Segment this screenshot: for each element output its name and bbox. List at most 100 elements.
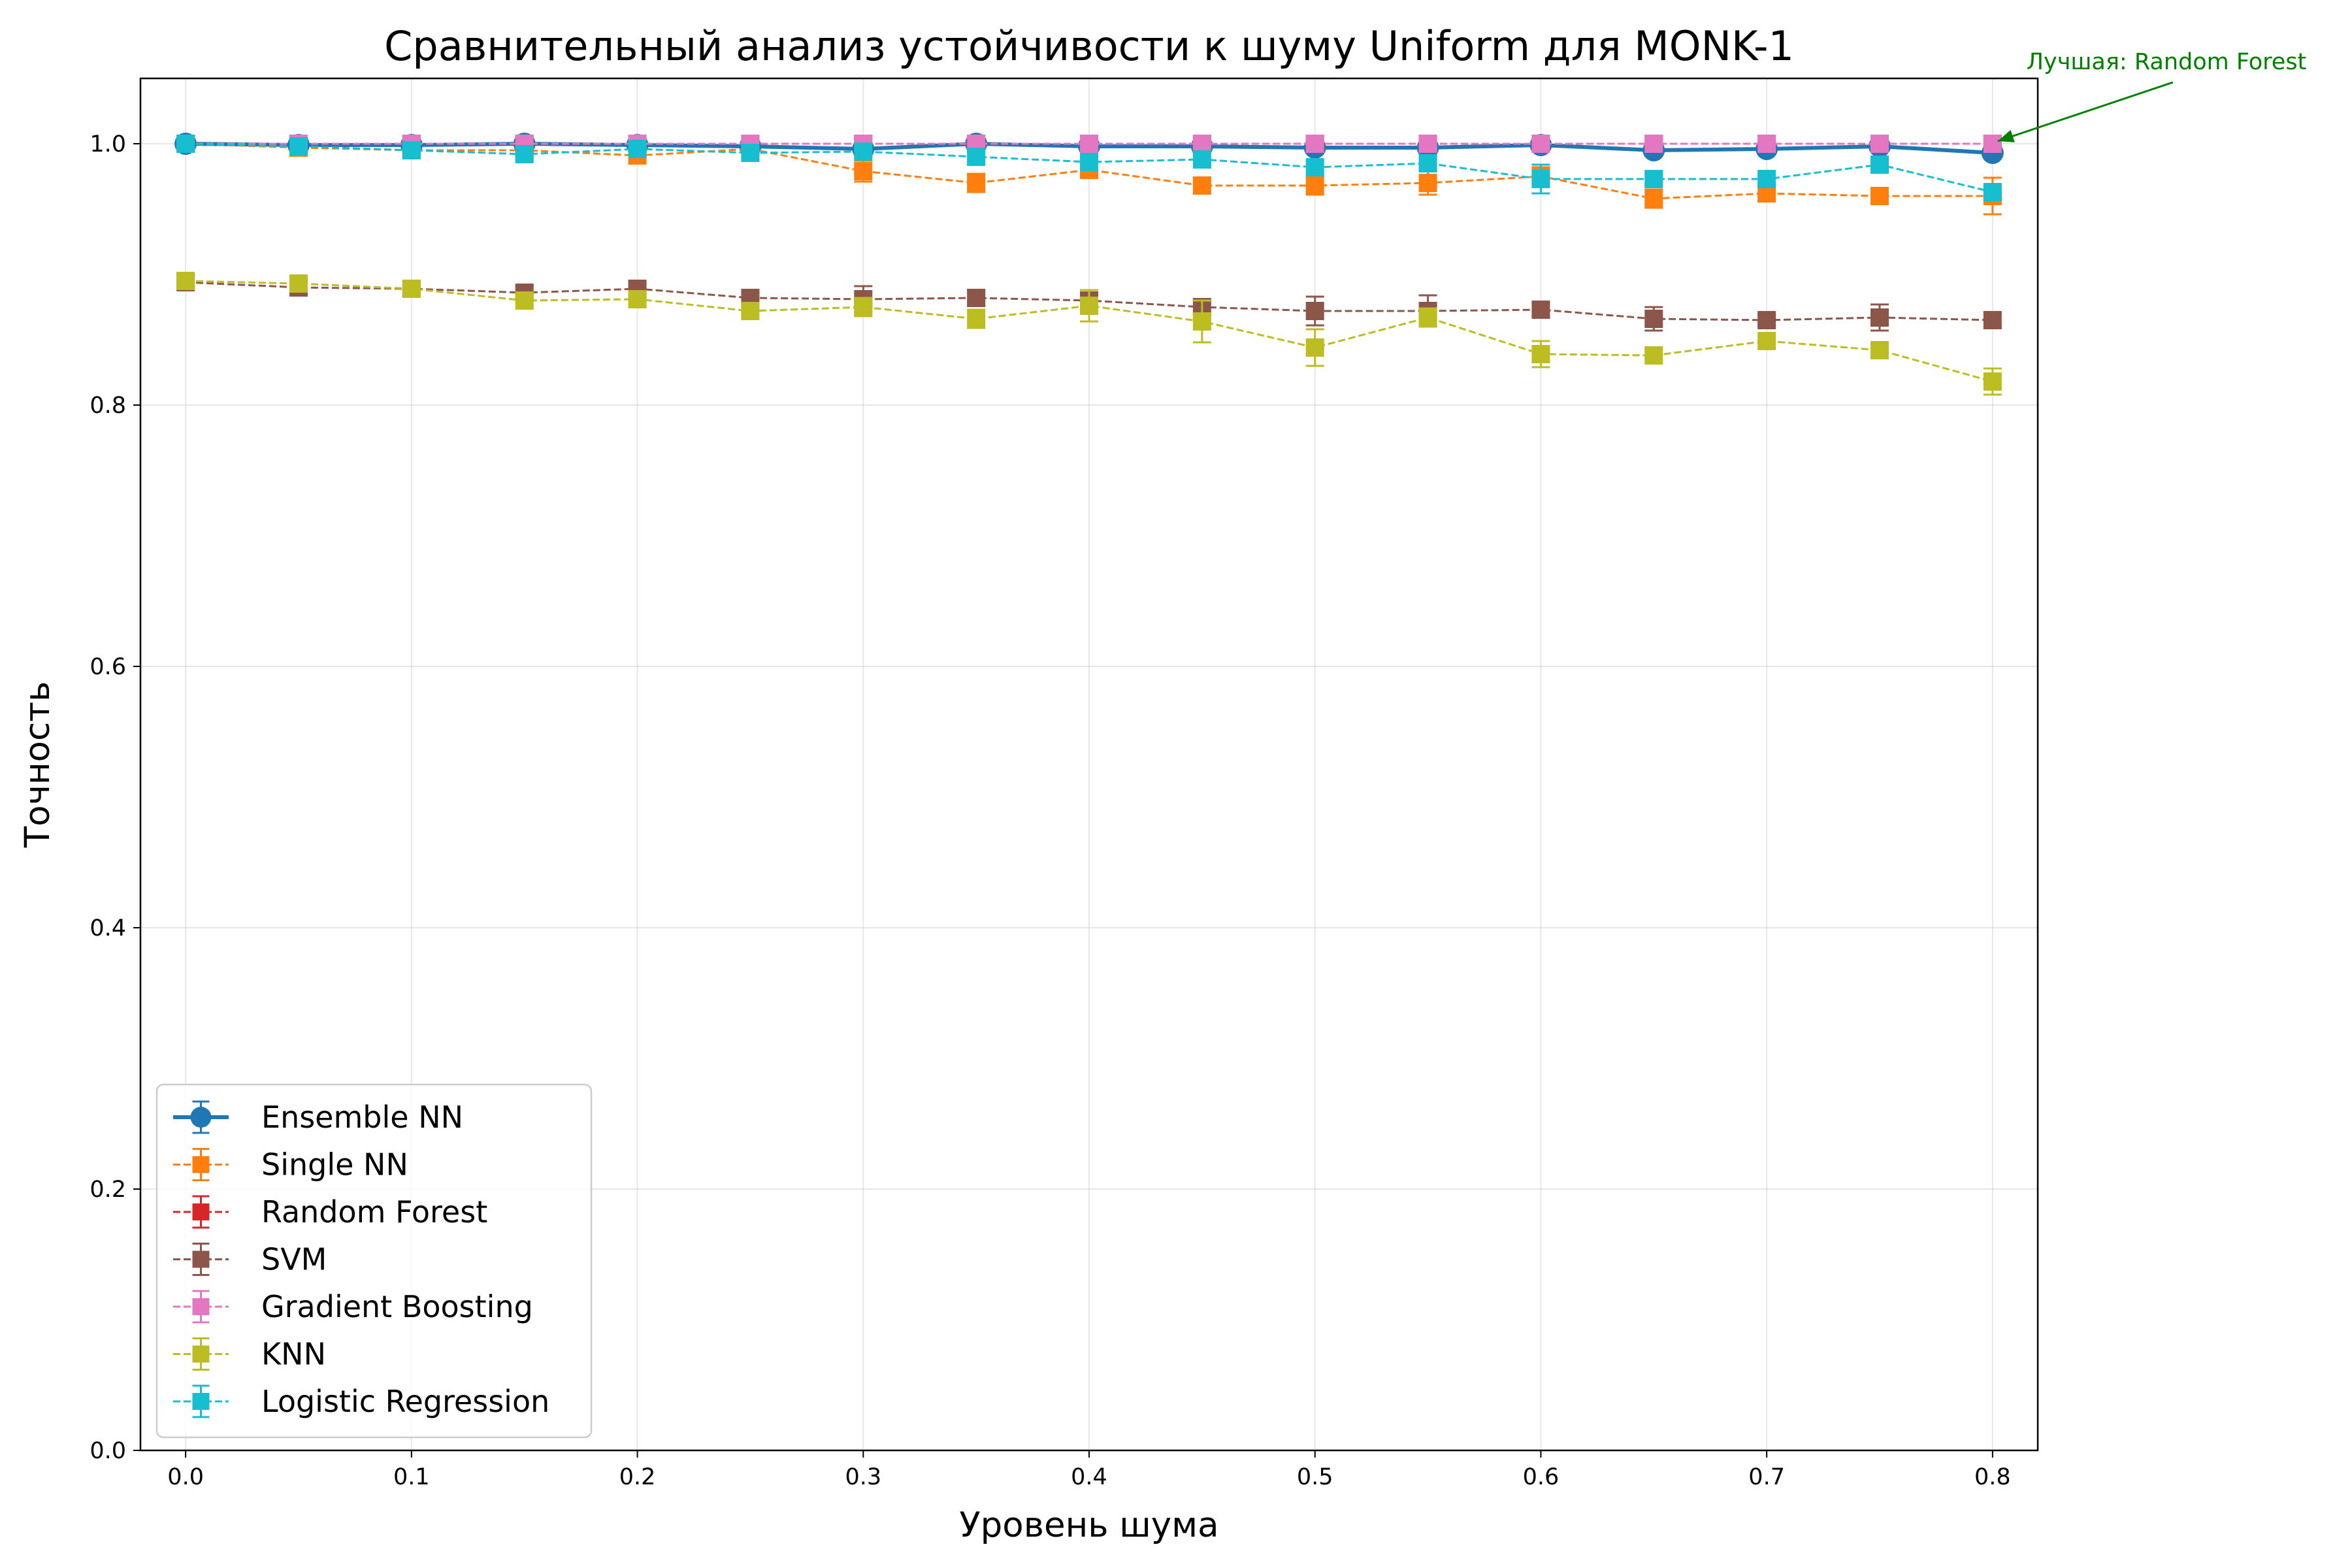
data-point xyxy=(1531,345,1550,363)
legend-label: Single NN xyxy=(261,1147,408,1183)
data-point xyxy=(1305,158,1324,176)
data-point xyxy=(1305,302,1324,320)
data-point xyxy=(515,145,534,163)
data-point xyxy=(1644,189,1663,208)
data-point xyxy=(1305,135,1324,153)
x-axis-label: Уровень шума xyxy=(959,1505,1218,1545)
data-point xyxy=(1870,308,1889,327)
series-gradient-boosting xyxy=(176,135,2002,153)
data-point xyxy=(1192,135,1211,153)
x-tick-label: 0.0 xyxy=(167,1464,204,1490)
data-point xyxy=(1757,311,1776,329)
data-point xyxy=(402,141,421,159)
data-point xyxy=(1531,301,1550,319)
data-point xyxy=(967,148,986,166)
legend-label: SVM xyxy=(261,1242,327,1277)
legend-marker xyxy=(192,1393,210,1410)
data-point xyxy=(628,140,647,158)
legend-label: Random Forest xyxy=(261,1194,487,1230)
data-point xyxy=(1531,135,1550,153)
data-point xyxy=(1192,312,1211,331)
legend: Ensemble NN Single NN Random Forest SVM Grad… xyxy=(155,1083,593,1439)
x-tick-label: 0.5 xyxy=(1297,1464,1333,1490)
legend-frame xyxy=(155,1083,593,1439)
annotation-text: Лучшая: Random Forest xyxy=(2027,49,2307,75)
legend-label: Ensemble NN xyxy=(261,1100,463,1135)
data-point xyxy=(1870,341,1889,359)
x-tick-label: 0.3 xyxy=(845,1464,881,1490)
annotation-arrow-shaft xyxy=(1997,81,2174,142)
legend-label: KNN xyxy=(261,1337,326,1372)
data-point xyxy=(176,272,195,290)
y-tick-label: 0.2 xyxy=(90,1177,126,1203)
data-point xyxy=(1305,338,1324,357)
data-point xyxy=(1870,155,1889,174)
annotation-arrow-head xyxy=(1997,129,2015,142)
series-logistic-regression xyxy=(176,135,2002,201)
data-point xyxy=(741,302,760,320)
data-point xyxy=(1644,346,1663,365)
data-point xyxy=(1983,183,2002,201)
y-tick-label: 1.0 xyxy=(90,131,126,157)
data-point xyxy=(628,290,647,308)
data-point xyxy=(1983,311,2002,329)
data-point xyxy=(1983,372,2002,391)
data-point xyxy=(967,289,986,307)
data-point xyxy=(1531,170,1550,188)
data-point xyxy=(515,291,534,310)
series-group xyxy=(174,133,2004,396)
data-point xyxy=(1644,170,1663,188)
legend-label: Gradient Boosting xyxy=(261,1289,533,1324)
series-line xyxy=(186,280,1993,383)
data-point xyxy=(1644,135,1663,153)
data-point xyxy=(1418,135,1437,153)
data-point xyxy=(1757,332,1776,350)
legend-marker xyxy=(190,1107,212,1128)
data-point xyxy=(854,298,873,316)
data-point xyxy=(1418,154,1437,172)
data-point xyxy=(1080,297,1098,315)
x-tick-label: 0.4 xyxy=(1071,1464,1107,1490)
y-tick-label: 0.6 xyxy=(90,654,126,680)
series-knn xyxy=(176,272,2002,396)
legend-label: Logistic Regression xyxy=(261,1384,549,1419)
data-point xyxy=(741,144,760,162)
data-point xyxy=(1418,308,1437,327)
y-tick-label: 0.4 xyxy=(90,915,126,941)
annotation-group: Лучшая: Random Forest xyxy=(1997,49,2307,142)
y-tick-label: 0.8 xyxy=(90,393,126,419)
x-tick-label: 0.6 xyxy=(1523,1464,1560,1490)
legend-marker xyxy=(192,1298,210,1315)
x-tick-label: 0.2 xyxy=(619,1464,656,1490)
legend-marker xyxy=(192,1156,210,1173)
y-tick-label: 0.0 xyxy=(90,1438,126,1464)
legend-marker xyxy=(192,1250,210,1268)
data-point xyxy=(1644,310,1663,328)
data-point xyxy=(402,280,421,298)
data-point xyxy=(289,137,308,155)
data-point xyxy=(1192,150,1211,169)
data-point xyxy=(1983,135,2002,153)
data-point xyxy=(854,162,873,180)
y-axis-label: Точность xyxy=(18,681,57,848)
chart-title: Сравнительный анализ устойчивости к шуму… xyxy=(384,22,1794,70)
x-tick-label: 0.8 xyxy=(1974,1464,2011,1490)
x-tick-label: 0.1 xyxy=(393,1464,430,1490)
x-tick-label: 0.7 xyxy=(1748,1464,1785,1490)
legend-marker xyxy=(192,1203,210,1220)
data-point xyxy=(1870,187,1889,205)
data-point xyxy=(176,135,195,153)
data-point xyxy=(1080,153,1098,171)
legend-marker xyxy=(192,1345,210,1363)
data-point xyxy=(967,310,986,328)
data-point xyxy=(1870,135,1889,153)
data-point xyxy=(854,142,873,161)
data-point xyxy=(1757,135,1776,153)
data-point xyxy=(967,174,986,192)
data-point xyxy=(1418,174,1437,192)
data-point xyxy=(289,274,308,293)
data-point xyxy=(1757,170,1776,188)
data-point xyxy=(1192,176,1211,195)
data-point xyxy=(1080,135,1098,153)
